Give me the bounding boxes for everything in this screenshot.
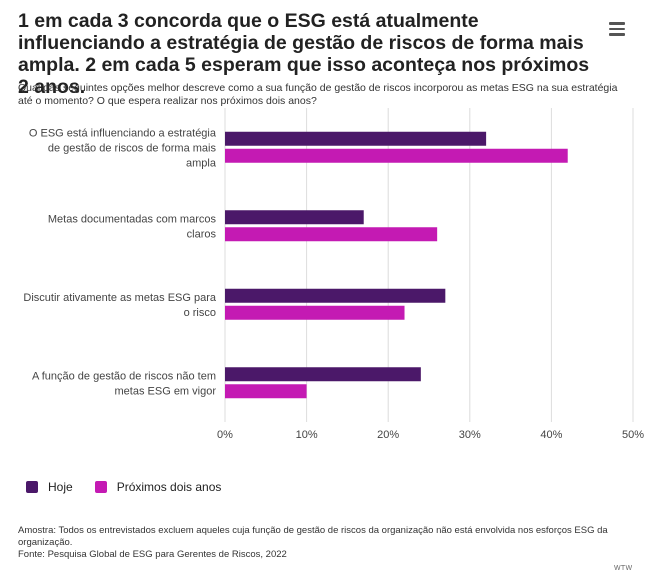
x-tick-label: 0% (217, 429, 233, 441)
x-tick-label: 30% (459, 429, 481, 441)
legend-swatch-hoje (26, 481, 38, 493)
credit-logo: WTW (614, 565, 633, 572)
bar-hoje (225, 288, 446, 303)
x-tick-label: 40% (540, 429, 562, 441)
category-label: o risco (184, 307, 216, 319)
x-tick-label: 10% (296, 429, 318, 441)
bar-proximos (225, 305, 405, 320)
footnote-fonte: Fonte: Pesquisa Global de ESG para Geren… (18, 549, 287, 560)
legend-item-proximos[interactable]: Próximos dois anos (94, 480, 222, 494)
x-tick-label: 20% (377, 429, 399, 441)
category-label: ampla (186, 157, 217, 169)
category-label: metas ESG em vigor (115, 385, 217, 397)
category-label: de gestão de riscos de forma mais (48, 142, 217, 154)
bar-hoje (225, 367, 421, 382)
legend: Hoje Próximos dois anos (26, 480, 221, 494)
footnote: Amostra: Todos os entrevistados excluem … (18, 525, 618, 561)
x-tick-label: 50% (622, 429, 644, 441)
category-label: A função de gestão de riscos não tem (32, 370, 216, 382)
category-labels: O ESG está influenciando a estratégia de … (23, 127, 216, 397)
bar-proximos (225, 148, 568, 163)
legend-label-hoje: Hoje (48, 480, 73, 494)
chart-subtitle: Qual das seguintes opções melhor descrev… (18, 82, 618, 107)
hamburger-menu-icon[interactable] (609, 22, 627, 36)
bar-hoje (225, 210, 364, 225)
footnote-amostra: Amostra: Todos os entrevistados excluem … (18, 525, 608, 548)
legend-item-hoje[interactable]: Hoje (26, 480, 73, 494)
category-label: Discutir ativamente as metas ESG para (23, 292, 216, 304)
x-axis-ticks: 0% 10% 20% 30% 40% 50% (217, 429, 644, 441)
legend-label-proximos: Próximos dois anos (116, 480, 222, 494)
legend-swatch-proximos (94, 481, 107, 493)
category-label: Metas documentadas com marcos (48, 213, 217, 225)
bar-proximos (225, 227, 438, 242)
bar-proximos (225, 384, 307, 399)
bar-chart: O ESG está influenciando a estratégia de … (23, 108, 644, 441)
bars (225, 131, 568, 399)
chart-title: 1 em cada 3 concorda que o ESG está atua… (18, 10, 590, 98)
bar-hoje (225, 131, 487, 146)
category-label: O ESG está influenciando a estratégia (29, 127, 217, 139)
category-label: claros (187, 228, 217, 240)
